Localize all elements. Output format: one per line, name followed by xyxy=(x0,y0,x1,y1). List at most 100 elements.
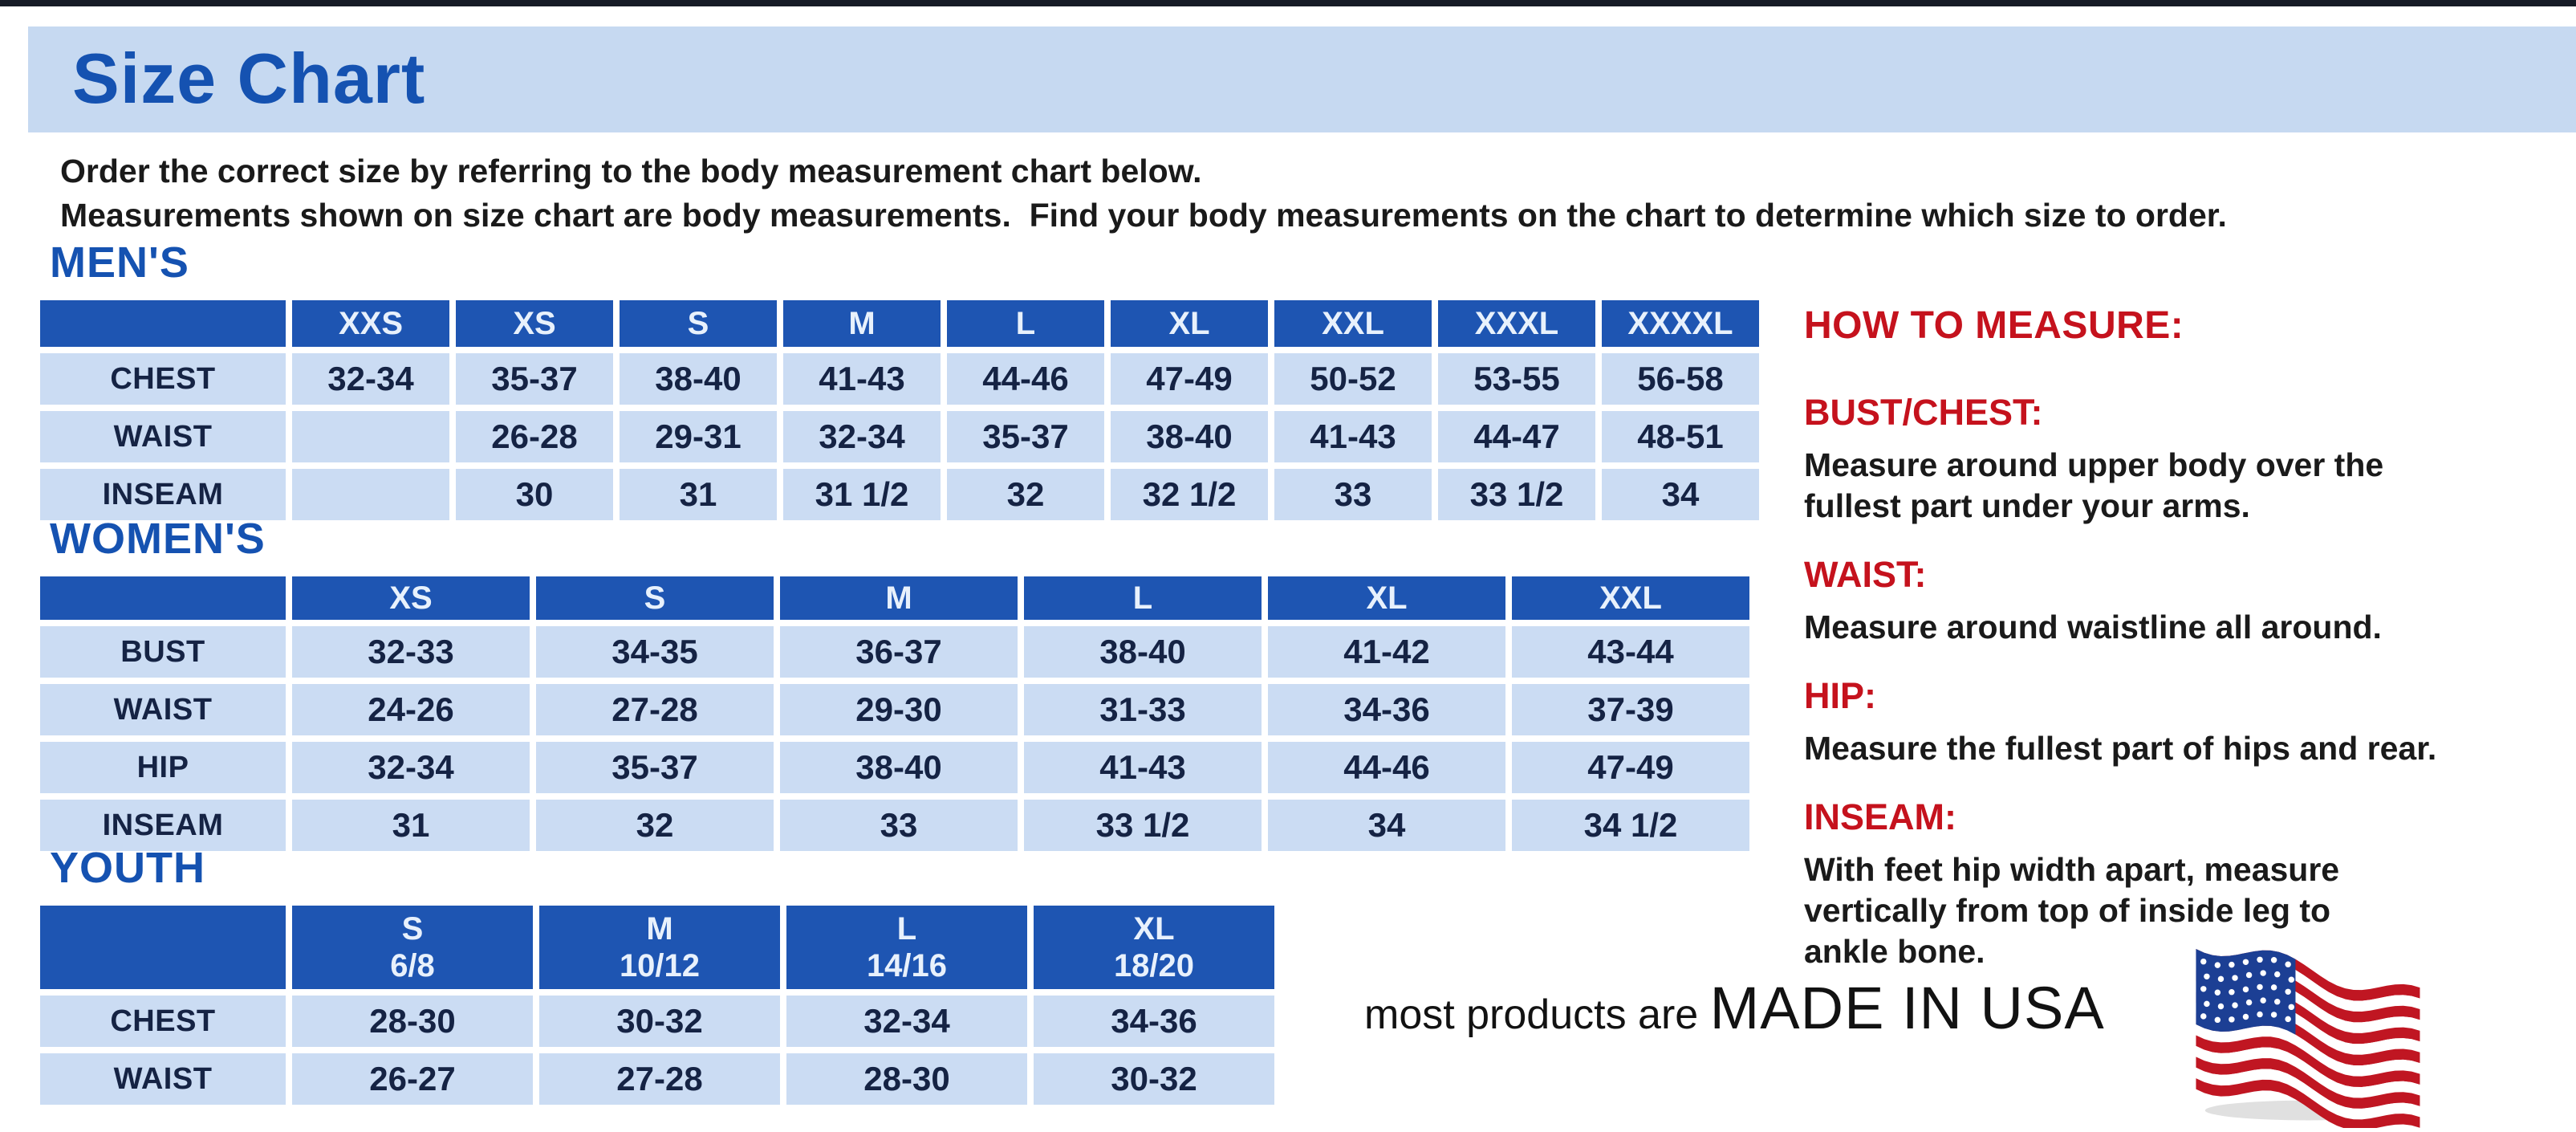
womens-table: XS S M L XL XXL BUST 32-33 34-35 36-37 38-40 41-42 4… xyxy=(40,576,1749,851)
youth-size-header: S 6/8 xyxy=(292,906,533,989)
womens-value-cell: 34 xyxy=(1268,800,1505,851)
mens-value-cell: 33 1/2 xyxy=(1438,469,1595,520)
womens-value-cell: 32-33 xyxy=(292,626,530,678)
womens-row-label: INSEAM xyxy=(40,800,286,851)
womens-value-cell: 31 xyxy=(292,800,530,851)
womens-value-cell: 44-46 xyxy=(1268,742,1505,793)
mens-row-label: CHEST xyxy=(40,353,286,405)
measure-item: WAIST: Measure around waistline all aroun… xyxy=(1804,554,2566,648)
intro-line-1: Order the correct size by referring to t… xyxy=(60,153,1202,189)
womens-size-header: L xyxy=(1024,576,1262,620)
womens-row-label: WAIST xyxy=(40,684,286,735)
mens-corner-cell xyxy=(40,300,286,347)
mens-value-cell: 32 xyxy=(947,469,1104,520)
mens-size-header: XL xyxy=(1111,300,1268,347)
womens-value-cell: 35-37 xyxy=(536,742,774,793)
how-to-measure-section: HOW TO MEASURE: BUST/CHEST: Measure aroun… xyxy=(1804,303,2566,1000)
intro-line-2: Measurements shown on size chart are bod… xyxy=(60,197,2227,234)
measure-item-text: Measure around upper body over the fulle… xyxy=(1804,446,2384,524)
youth-table: S 6/8 M 10/12 L 14/16 XL 18/20 CHEST 28-30 30-32 32… xyxy=(40,906,1274,1105)
mens-value-cell: 50-52 xyxy=(1274,353,1432,405)
mens-value-cell: 31 1/2 xyxy=(783,469,941,520)
mens-table: XXS XS S M L XL XXL XXXL XXXXL CHEST 32-34 35-37 38-… xyxy=(40,300,1759,520)
title-band: Size Chart xyxy=(28,26,2576,132)
mens-value-cell: 31 xyxy=(620,469,777,520)
womens-size-header: XXL xyxy=(1512,576,1749,620)
mens-value-cell xyxy=(292,469,449,520)
mens-value-cell: 41-43 xyxy=(1274,411,1432,462)
youth-size-header: XL 18/20 xyxy=(1034,906,1274,989)
youth-heading: YOUTH xyxy=(50,844,205,892)
womens-value-cell: 24-26 xyxy=(292,684,530,735)
mens-value-cell: 38-40 xyxy=(620,353,777,405)
mens-size-header: XXL xyxy=(1274,300,1432,347)
mens-value-cell: 48-51 xyxy=(1602,411,1759,462)
womens-value-cell: 34-35 xyxy=(536,626,774,678)
made-in-usa-line: most products are MADE IN USA xyxy=(1364,974,2105,1042)
womens-value-cell: 33 xyxy=(780,800,1018,851)
made-in-usa-text: MADE IN USA xyxy=(1709,975,2105,1041)
womens-corner-cell xyxy=(40,576,286,620)
mens-value-cell: 47-49 xyxy=(1111,353,1268,405)
youth-corner-cell xyxy=(40,906,286,989)
youth-section: YOUTH S 6/8 M 10/12 L 14/16 XL 18/20 CHEST 28-30 30… xyxy=(40,843,1274,1105)
youth-value-cell: 26-27 xyxy=(292,1053,533,1105)
youth-row-label: CHEST xyxy=(40,996,286,1047)
womens-value-cell: 32-34 xyxy=(292,742,530,793)
measure-item: INSEAM: With feet hip width apart, measur… xyxy=(1804,796,2566,972)
mens-value-cell: 32-34 xyxy=(292,353,449,405)
womens-value-cell: 34-36 xyxy=(1268,684,1505,735)
womens-value-cell: 27-28 xyxy=(536,684,774,735)
youth-value-cell: 30-32 xyxy=(539,996,780,1047)
youth-value-cell: 32-34 xyxy=(786,996,1027,1047)
youth-value-cell: 34-36 xyxy=(1034,996,1274,1047)
womens-value-cell: 37-39 xyxy=(1512,684,1749,735)
youth-size-header: M 10/12 xyxy=(539,906,780,989)
measure-item-label: WAIST: xyxy=(1804,554,1927,595)
measure-item-label: HIP: xyxy=(1804,675,1876,716)
how-to-measure-items: BUST/CHEST: Measure around upper body ove… xyxy=(1804,392,2566,972)
measure-item-text: Measure the fullest part of hips and rea… xyxy=(1804,730,2437,767)
mens-section: MEN'S XXS XS S M L XL XXL XXXL XXXXL CHEST 32-34 35-… xyxy=(40,238,1759,520)
womens-size-header: XS xyxy=(292,576,530,620)
mens-size-header: S xyxy=(620,300,777,347)
mens-value-cell: 56-58 xyxy=(1602,353,1759,405)
womens-value-cell: 38-40 xyxy=(1024,626,1262,678)
womens-row-label: BUST xyxy=(40,626,286,678)
mens-value-cell: 44-46 xyxy=(947,353,1104,405)
measure-item-text: Measure around waistline all around. xyxy=(1804,609,2382,645)
mens-size-header: XXS xyxy=(292,300,449,347)
mens-value-cell: 32 1/2 xyxy=(1111,469,1268,520)
womens-value-cell: 36-37 xyxy=(780,626,1018,678)
womens-size-header: S xyxy=(536,576,774,620)
measure-item-label: BUST/CHEST: xyxy=(1804,392,2043,433)
how-to-measure-title: HOW TO MEASURE: xyxy=(1804,304,2184,347)
us-flag-icon xyxy=(2184,915,2433,1130)
mens-value-cell: 44-47 xyxy=(1438,411,1595,462)
womens-value-cell: 41-42 xyxy=(1268,626,1505,678)
top-border-line xyxy=(0,0,2576,6)
mens-value-cell: 30 xyxy=(456,469,613,520)
mens-size-header: XXXXL xyxy=(1602,300,1759,347)
mens-row-label: INSEAM xyxy=(40,469,286,520)
youth-row-label: WAIST xyxy=(40,1053,286,1105)
youth-value-cell: 28-30 xyxy=(292,996,533,1047)
mens-value-cell: 26-28 xyxy=(456,411,613,462)
mens-value-cell: 29-31 xyxy=(620,411,777,462)
measure-item: HIP: Measure the fullest part of hips and… xyxy=(1804,675,2566,769)
mens-value-cell: 41-43 xyxy=(783,353,941,405)
womens-value-cell: 31-33 xyxy=(1024,684,1262,735)
mens-size-header: XXXL xyxy=(1438,300,1595,347)
mens-value-cell xyxy=(292,411,449,462)
mens-row-label: WAIST xyxy=(40,411,286,462)
made-in-usa-prefix: most products are xyxy=(1364,992,1710,1038)
womens-value-cell: 38-40 xyxy=(780,742,1018,793)
womens-value-cell: 29-30 xyxy=(780,684,1018,735)
mens-value-cell: 33 xyxy=(1274,469,1432,520)
mens-size-header: M xyxy=(783,300,941,347)
womens-value-cell: 43-44 xyxy=(1512,626,1749,678)
youth-value-cell: 30-32 xyxy=(1034,1053,1274,1105)
youth-size-header: L 14/16 xyxy=(786,906,1027,989)
womens-size-header: M xyxy=(780,576,1018,620)
intro-text: Order the correct size by referring to t… xyxy=(60,149,2227,238)
